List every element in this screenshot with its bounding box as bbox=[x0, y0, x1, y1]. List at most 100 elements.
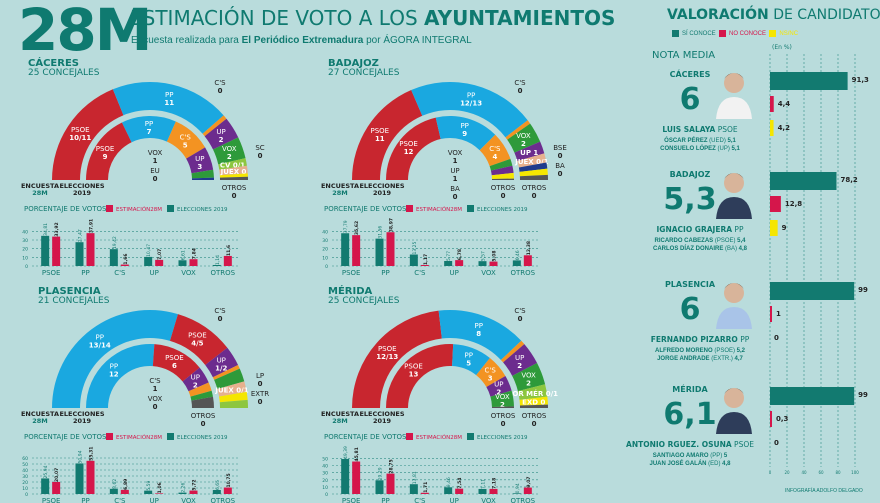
subtitle: Encuesta realizada para El Periódico Ext… bbox=[131, 35, 472, 46]
seat-count: 2 bbox=[526, 379, 531, 387]
callout-party-ba: BA bbox=[450, 185, 460, 193]
value-label-28m: 11,6 bbox=[226, 245, 232, 256]
ytick-label: 30 bbox=[322, 238, 328, 244]
city-name: MÉRIDA bbox=[328, 286, 373, 297]
party-label: UP bbox=[216, 128, 225, 136]
elecciones-label: ELECCIONES bbox=[59, 182, 104, 190]
x-tick-label: 80 bbox=[835, 470, 841, 475]
seat-segment-por-m-r bbox=[517, 384, 548, 400]
category-label-vox: VOX bbox=[181, 497, 196, 503]
party-label: C'S bbox=[489, 145, 501, 153]
party-label: PSOE bbox=[378, 345, 397, 353]
seat-count: 3 bbox=[488, 374, 493, 382]
legend-estimacion: ESTIMACIÓN28M bbox=[116, 206, 162, 213]
bar-2019-up bbox=[144, 256, 153, 266]
value-label-28m: 5,08 bbox=[492, 250, 498, 261]
bar-28m-c-s bbox=[120, 264, 129, 266]
category-label-pp: PP bbox=[81, 269, 89, 275]
ytick-label: 30 bbox=[22, 238, 28, 244]
seat-count: 8 bbox=[476, 330, 481, 338]
callout-party-c-s: C'S bbox=[514, 307, 526, 315]
party-label: PP bbox=[110, 362, 118, 370]
seat-segment-vox bbox=[191, 169, 214, 179]
callout-party-vox: VOX bbox=[148, 395, 163, 403]
party-label: PSOE bbox=[188, 332, 207, 340]
callout-seats: 1 bbox=[153, 385, 158, 393]
callout-seats: 0 bbox=[558, 170, 563, 178]
seat-count: 11 bbox=[164, 99, 174, 107]
seat-count: 0 bbox=[532, 192, 537, 200]
party-label: UP bbox=[494, 380, 503, 388]
seat-segment-vox bbox=[490, 390, 514, 407]
seat-segment-otros bbox=[191, 396, 214, 408]
rating-value: 4,2 bbox=[778, 124, 791, 132]
party-label: PP bbox=[465, 351, 473, 359]
encuesta-label: ENCUESTA bbox=[321, 182, 359, 190]
value-label-2019: 13,81 bbox=[412, 471, 418, 484]
bar-2019-otros bbox=[212, 265, 221, 266]
bar-2019-c-s bbox=[109, 488, 118, 494]
callout-seats: 1 bbox=[453, 175, 458, 183]
rating-bar-si-conoce bbox=[770, 387, 855, 405]
seat-segment-c-s bbox=[479, 134, 511, 167]
seat-count: 4 bbox=[492, 153, 497, 161]
party-label-otros: OTROS bbox=[491, 184, 516, 192]
callout-party-c-s: C'S bbox=[514, 79, 526, 87]
city-panel-m-rida: MÉRIDA 25 CONCEJALES PSOE 12/13 PP 8 UP 2 VOX 2 PO… bbox=[300, 283, 600, 503]
seat-count: 7 bbox=[147, 128, 152, 136]
rating-bar-nsnc bbox=[770, 120, 774, 136]
ytick-label: 10 bbox=[22, 255, 28, 261]
bar-2019-otros bbox=[512, 493, 521, 494]
seat-segment-eu bbox=[191, 177, 214, 180]
party-label: PP bbox=[467, 92, 475, 100]
ytick-label: 20 bbox=[22, 480, 28, 486]
callout-party-c-s: C'S bbox=[214, 307, 226, 315]
seat-segment-pp bbox=[121, 116, 176, 143]
value-label-28m: 5,72 bbox=[192, 479, 198, 490]
legend-nsnc: NS/NC bbox=[769, 30, 798, 37]
ytick-label: 60 bbox=[22, 456, 28, 462]
callout-seats: 1 bbox=[153, 157, 158, 165]
ytick-label: 10 bbox=[322, 255, 328, 261]
category-label-vox: VOX bbox=[481, 497, 496, 503]
seat-count: 12/13 bbox=[460, 100, 482, 108]
value-label-2019: 1,14 bbox=[215, 255, 221, 265]
seat-segment-extr bbox=[219, 399, 248, 408]
other-candidate: CARLOS DÍAZ DONAIRE (BA) 4,8 bbox=[652, 246, 748, 252]
rating-bar-si-conoce bbox=[770, 172, 837, 190]
seat-segment-up bbox=[182, 367, 209, 392]
seat-segment-pp bbox=[452, 344, 490, 376]
party-label: VOX bbox=[516, 132, 531, 140]
other-candidate: ÓSCAR PÉREZ (UED) 5,1 bbox=[664, 138, 736, 144]
value-label-2019: 19,42 bbox=[112, 236, 118, 249]
person-icon bbox=[716, 388, 752, 434]
seat-count: 5 bbox=[466, 359, 471, 367]
elecciones-sub: 2019 bbox=[373, 189, 392, 197]
subtitle-publisher: El Periódico Extremadura bbox=[241, 35, 364, 46]
rating-value: 99 bbox=[858, 286, 868, 294]
seat-segment-ba bbox=[519, 168, 548, 177]
encuesta-label: ENCUESTA bbox=[321, 410, 359, 418]
value-label-28m: 7,84 bbox=[192, 248, 198, 259]
callout-party-eu: EU bbox=[150, 167, 160, 175]
seat-count: 12 bbox=[109, 370, 119, 378]
subtitle-pre: Encuesta realizada para bbox=[131, 35, 242, 46]
city-seats: 25 CONCEJALES bbox=[28, 68, 100, 78]
candidate-others: SANTIAGO AMARO (PP) 5 JUAN JOSÉ GALÁN (ED… bbox=[615, 452, 765, 468]
seat-segment-up bbox=[503, 344, 538, 376]
category-label-psoe: PSOE bbox=[342, 269, 361, 275]
candidate-photo bbox=[710, 277, 758, 329]
seat-count: 2 bbox=[219, 136, 224, 144]
rating-bar-no-conoce bbox=[770, 96, 774, 112]
seat-segment-vox bbox=[512, 363, 546, 392]
title-regular: ESTIMACIÓN DE VOTO A LOS bbox=[130, 6, 425, 30]
ytick-label: 20 bbox=[322, 478, 328, 484]
legend-swatch-estimacion bbox=[106, 205, 113, 212]
seat-count: 11 bbox=[375, 135, 385, 143]
callout-party-vox: VOX bbox=[148, 149, 163, 157]
bar-2019-vox bbox=[178, 492, 187, 494]
